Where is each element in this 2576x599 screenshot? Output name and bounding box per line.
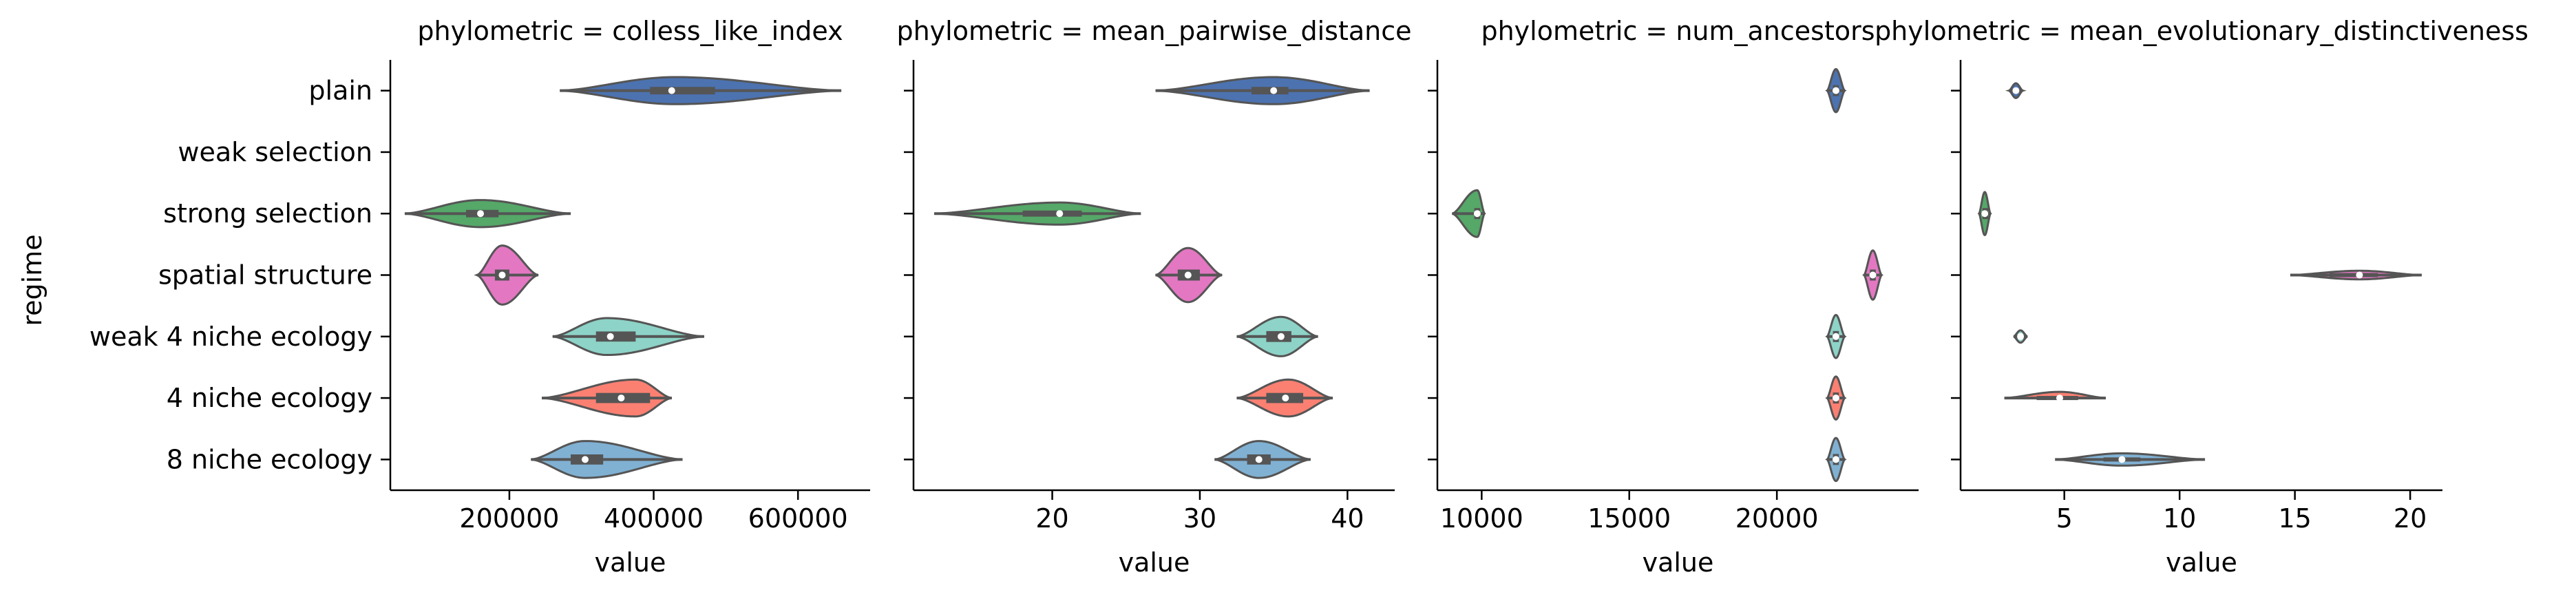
y-tick-label: strong selection bbox=[163, 198, 372, 229]
violin-8-niche-ecology bbox=[2055, 452, 2206, 467]
violin-iqr-box bbox=[650, 87, 715, 95]
panel-title: phylometric = colless_like_index bbox=[417, 16, 843, 46]
violin-4-niche-ecology bbox=[542, 378, 673, 418]
violin-8-niche-ecology bbox=[1214, 440, 1311, 479]
panel-title: phylometric = mean_evolutionary_distinct… bbox=[1875, 16, 2529, 46]
violin-spatial-structure bbox=[474, 244, 539, 306]
violin-iqr-box bbox=[1022, 210, 1082, 217]
violin-spatial-structure bbox=[2290, 269, 2422, 281]
facet-panel-4: phylometric = mean_evolutionary_distinct… bbox=[1875, 16, 2529, 578]
violin-median-dot bbox=[606, 333, 614, 340]
violin-8-niche-ecology bbox=[531, 440, 683, 479]
violin-median-dot bbox=[2056, 395, 2064, 402]
violin-median-dot bbox=[2356, 271, 2363, 279]
x-axis-label: value bbox=[2166, 547, 2237, 578]
y-tick-label: spatial structure bbox=[158, 260, 372, 291]
x-tick-label: 200000 bbox=[459, 503, 559, 534]
violin-weak-4-niche-ecology bbox=[1825, 314, 1847, 359]
violin-body bbox=[2004, 390, 2104, 399]
x-tick-label: 20 bbox=[2394, 503, 2427, 534]
violin-8-niche-ecology bbox=[1825, 437, 1847, 483]
violin-median-dot bbox=[1832, 456, 1839, 463]
violin-median-dot bbox=[1981, 210, 1989, 218]
y-axis-label: regime bbox=[17, 234, 47, 326]
violin-median-dot bbox=[668, 87, 675, 94]
x-tick-label: 10 bbox=[2163, 503, 2196, 534]
violin-median-dot bbox=[1270, 87, 1278, 94]
violin-plain bbox=[2005, 82, 2027, 99]
facet-panel-1: phylometric = colless_like_index 200000 40… bbox=[389, 16, 870, 578]
violin-plain bbox=[560, 76, 842, 105]
x-tick-label: 30 bbox=[1183, 503, 1216, 534]
violin-median-dot bbox=[1473, 210, 1481, 218]
x-axis-label: value bbox=[595, 547, 666, 578]
y-tick-label: weak 4 niche ecology bbox=[89, 322, 372, 352]
violin-median-dot bbox=[617, 395, 625, 402]
violin-median-dot bbox=[477, 210, 485, 218]
panel-title: phylometric = mean_pairwise_distance bbox=[896, 16, 1411, 46]
violin-4-niche-ecology bbox=[1825, 375, 1847, 421]
x-tick-label: 5 bbox=[2056, 503, 2073, 534]
violin-median-dot bbox=[2118, 456, 2126, 463]
x-tick-label: 20 bbox=[1035, 503, 1068, 534]
violin-plain bbox=[1155, 76, 1370, 105]
y-tick-label: plain bbox=[308, 76, 372, 106]
violin-strong-selection bbox=[404, 199, 571, 229]
violin-median-dot bbox=[2017, 333, 2025, 340]
x-tick-label: 10000 bbox=[1440, 503, 1523, 534]
facet-panel-3: phylometric = num_ancestors 10000 15000 200… bbox=[1428, 16, 1919, 578]
y-tick-label: 8 niche ecology bbox=[167, 444, 372, 474]
violin-4-niche-ecology bbox=[2004, 390, 2107, 402]
violin-strong-selection bbox=[1977, 191, 1992, 237]
x-axis-label: value bbox=[1119, 547, 1190, 578]
violin-median-dot bbox=[1184, 271, 1192, 279]
violin-iqr-box bbox=[595, 331, 636, 342]
y-tick-label: weak selection bbox=[178, 137, 372, 167]
violin-weak-4-niche-ecology bbox=[552, 317, 704, 357]
violin-median-dot bbox=[1282, 395, 1289, 402]
y-tick-labels: plain weak selection strong selection spati… bbox=[89, 76, 390, 474]
violin-median-dot bbox=[498, 271, 506, 279]
x-tick-label: 600000 bbox=[748, 503, 848, 534]
violin-spatial-structure bbox=[1155, 246, 1223, 304]
violin-median-dot bbox=[1277, 333, 1285, 340]
violin-median-dot bbox=[1255, 456, 1263, 463]
x-tick-label: 15000 bbox=[1587, 503, 1671, 534]
violin-strong-selection bbox=[1452, 189, 1486, 238]
violin-weak-4-niche-ecology bbox=[1236, 315, 1318, 357]
x-tick-label: 400000 bbox=[604, 503, 704, 534]
x-tick-label: 15 bbox=[2278, 503, 2311, 534]
x-tick-label: 40 bbox=[1331, 503, 1364, 534]
violin-iqr-box bbox=[1252, 87, 1289, 95]
y-tick-label: 4 niche ecology bbox=[167, 383, 372, 413]
violin-median-dot bbox=[581, 456, 589, 463]
panel-title: phylometric = num_ancestors bbox=[1481, 16, 1875, 46]
violin-median-dot bbox=[1832, 333, 1839, 340]
violin-iqr-box bbox=[2329, 273, 2378, 277]
violin-median-dot bbox=[1869, 271, 1877, 279]
x-axis-label: value bbox=[1643, 547, 1714, 578]
violin-weak-4-niche-ecology bbox=[2013, 329, 2028, 344]
violin-median-dot bbox=[2012, 87, 2020, 94]
panels-layer: phylometric = colless_like_index 200000 40… bbox=[389, 16, 2529, 578]
facet-panel-2: phylometric = mean_pairwise_distance 20 30… bbox=[896, 16, 1411, 578]
violin-median-dot bbox=[1832, 395, 1839, 402]
violin-strong-selection bbox=[933, 201, 1141, 226]
violin-spatial-structure bbox=[1862, 249, 1883, 301]
violin-median-dot bbox=[1832, 87, 1839, 94]
violin-4-niche-ecology bbox=[1236, 378, 1333, 418]
x-tick-label: 20000 bbox=[1735, 503, 1819, 534]
violin-plain bbox=[1825, 67, 1847, 114]
violin-median-dot bbox=[1056, 210, 1064, 218]
